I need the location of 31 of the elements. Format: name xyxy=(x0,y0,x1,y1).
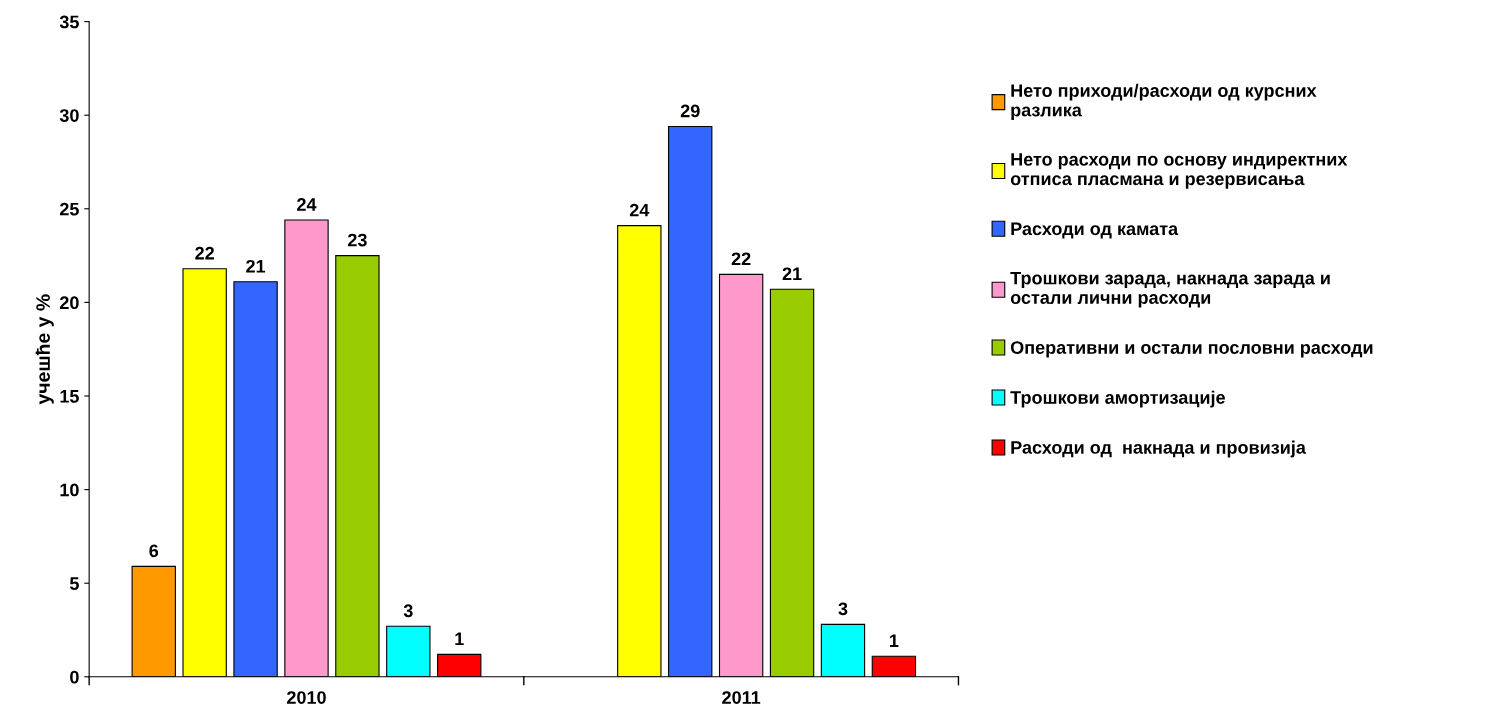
y-tick-label: 25 xyxy=(59,202,79,216)
y-axis-title: учешће у % xyxy=(35,294,54,405)
y-tick-label: 35 xyxy=(59,15,79,29)
legend-label: Нето расходи по основу индиректних отписа пласмана и резервисања xyxy=(1010,153,1348,189)
legend-label: Расходи од камата xyxy=(1011,222,1179,239)
data-label: 24 xyxy=(297,198,317,211)
y-tick-label: 10 xyxy=(60,483,79,497)
data-label: 21 xyxy=(782,267,802,280)
x-tick-label: 2010 xyxy=(287,691,326,704)
y-tick-label: 20 xyxy=(59,296,79,310)
legend-label: Нето приходи/расходи од курсних разлика xyxy=(1011,83,1317,120)
data-label: 22 xyxy=(731,252,751,266)
data-label: 24 xyxy=(629,203,650,217)
y-tick-label: 15 xyxy=(60,390,79,403)
legend-label: Трошкови амортизације xyxy=(1010,390,1225,408)
data-label: 29 xyxy=(680,104,700,118)
legend-label: Расходи од накнада и провизија xyxy=(1011,440,1306,458)
data-label: 3 xyxy=(838,602,848,616)
y-tick-label: 5 xyxy=(69,577,79,590)
data-label: 22 xyxy=(195,246,214,260)
legend-label: Оперативни и остали пословни расходи xyxy=(1010,341,1373,358)
data-label: 3 xyxy=(403,604,413,618)
data-label: 21 xyxy=(246,259,266,273)
data-label: 1 xyxy=(890,634,899,647)
y-tick-label: 30 xyxy=(59,109,79,122)
y-tick-label: 0 xyxy=(70,670,79,684)
x-tick-label: 2011 xyxy=(722,691,761,704)
data-label: 23 xyxy=(347,233,367,247)
data-label: 1 xyxy=(455,632,464,646)
data-label: 6 xyxy=(149,544,159,558)
legend-label: Трошкови зарада, накнада зарада и остали лични расходи xyxy=(1010,271,1330,308)
